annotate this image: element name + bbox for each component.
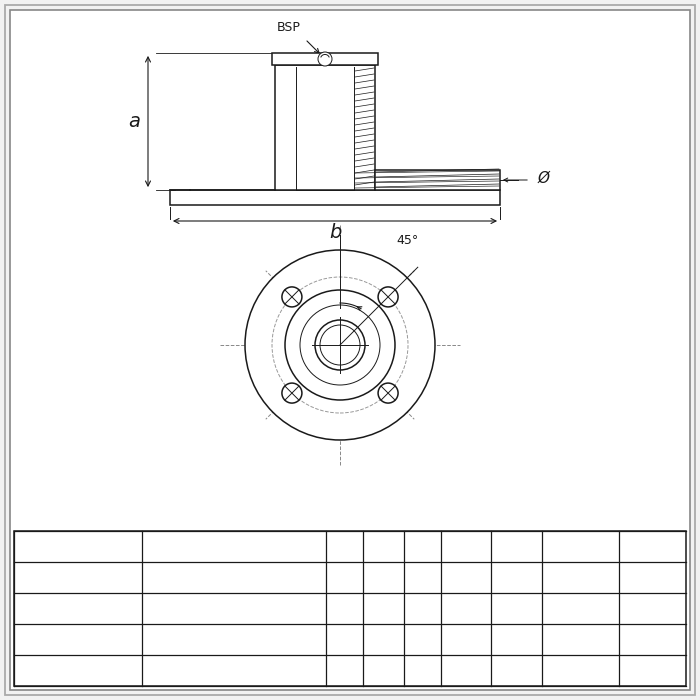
- Text: 6080Z10C: 6080Z10C: [48, 602, 108, 615]
- Text: 26,9 mm (¾”): 26,9 mm (¾”): [193, 571, 276, 584]
- Text: 8: 8: [419, 571, 426, 584]
- Text: a: a: [341, 540, 349, 553]
- Text: 42,4 mm (1¼”): 42,4 mm (1¼”): [188, 633, 279, 646]
- Text: 6080Z10E: 6080Z10E: [48, 664, 108, 677]
- Text: 59: 59: [337, 664, 352, 677]
- Circle shape: [318, 52, 332, 66]
- Text: 48: 48: [337, 602, 352, 615]
- Text: Size: Size: [220, 540, 248, 553]
- Text: Weight: Weight: [555, 540, 605, 553]
- Text: b: b: [329, 223, 341, 242]
- Circle shape: [282, 383, 302, 403]
- Text: 8: 8: [419, 664, 426, 677]
- Text: a: a: [128, 112, 140, 131]
- Text: b: b: [379, 540, 388, 553]
- Text: 50: 50: [337, 633, 352, 646]
- Text: 0,29 kg: 0,29 kg: [558, 571, 602, 584]
- Text: Ø: Ø: [461, 540, 471, 553]
- Bar: [275, 65, 375, 190]
- Bar: [14, 531, 686, 686]
- Text: 3/8”: 3/8”: [454, 664, 478, 677]
- Text: 33,7 mm (1”): 33,7 mm (1”): [195, 602, 274, 615]
- Text: 114: 114: [372, 664, 395, 677]
- Text: 0,44 kg: 0,44 kg: [558, 602, 602, 615]
- Text: Type: Type: [62, 540, 94, 553]
- Circle shape: [315, 320, 365, 370]
- Text: 1/4”: 1/4”: [454, 571, 479, 584]
- Circle shape: [378, 383, 398, 403]
- Circle shape: [378, 287, 398, 307]
- Circle shape: [245, 250, 435, 440]
- Text: 3/8”: 3/8”: [454, 633, 478, 646]
- Text: BSP: BSP: [277, 21, 301, 34]
- Text: 6080Z10D: 6080Z10D: [47, 633, 108, 646]
- Circle shape: [320, 325, 360, 365]
- Text: 102: 102: [372, 633, 395, 646]
- Text: 45°: 45°: [396, 234, 419, 246]
- Text: 89: 89: [376, 602, 391, 615]
- Bar: [375, 170, 500, 190]
- Circle shape: [282, 287, 302, 307]
- Bar: [272, 53, 378, 65]
- Text: c: c: [419, 540, 426, 553]
- Circle shape: [285, 290, 395, 400]
- Text: 8: 8: [419, 633, 426, 646]
- Text: 8: 8: [419, 602, 426, 615]
- Text: 0,84 kg: 0,84 kg: [558, 664, 602, 677]
- Text: 48,3 mm (1½”): 48,3 mm (1½”): [189, 664, 279, 677]
- Text: BSP: BSP: [503, 540, 530, 553]
- Bar: [170, 190, 500, 205]
- Text: 6080Z10B: 6080Z10B: [48, 571, 108, 584]
- Text: Ø: Ø: [538, 171, 550, 186]
- Text: 83: 83: [376, 571, 391, 584]
- Circle shape: [300, 305, 380, 385]
- Text: 0,62 kg: 0,62 kg: [558, 633, 602, 646]
- Text: 42: 42: [337, 571, 353, 584]
- Text: 1/4”: 1/4”: [454, 602, 479, 615]
